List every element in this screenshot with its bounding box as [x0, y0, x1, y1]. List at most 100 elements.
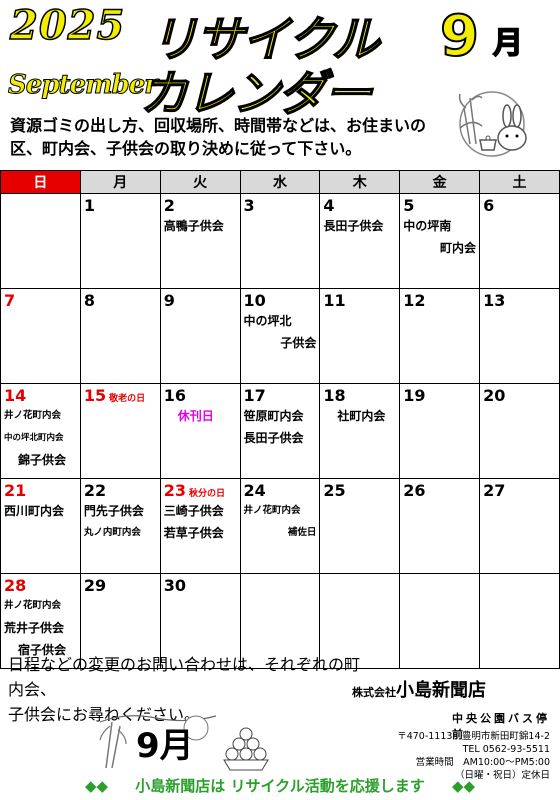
day-number: 21	[4, 481, 27, 500]
inquiry-note-line1: 日程などの変更のお問い合わせは、それぞれの町内会、	[8, 655, 361, 699]
weekday-mon: 月	[79, 170, 161, 194]
day-number: 26	[403, 481, 426, 500]
day-cell: 21 西川町内会	[0, 478, 81, 574]
title-calendar: カレンダー	[139, 65, 373, 123]
day-cell: 27	[479, 478, 560, 574]
diamond-marks-right: ◆◆	[451, 777, 476, 795]
inquiry-note-line2: 子供会にお尋ねください。	[8, 705, 201, 724]
day-cell: 15 敬老の日	[79, 383, 161, 479]
bottom-message: 小島新聞店は リサイクル活動を応援します	[135, 777, 425, 795]
day-number: 17	[243, 386, 266, 405]
day-number: 20	[483, 386, 506, 405]
day-number: 29	[83, 576, 107, 595]
event-label: 社町内会	[337, 409, 386, 423]
day-cell-empty	[239, 573, 321, 669]
year-title: 2025	[9, 1, 126, 50]
day-number: 4	[323, 196, 335, 215]
day-cell: 18 社町内会	[319, 383, 401, 479]
day-cell: 17 笹原町内会 長田子供会	[239, 383, 321, 479]
weekday-sat: 土	[479, 170, 560, 194]
event-label: 井ノ花町内会	[243, 505, 301, 516]
diamond-marks-left: ◆◆	[84, 777, 109, 795]
day-number: 18	[323, 386, 346, 405]
day-cell-empty	[479, 573, 560, 669]
day-cell: 30	[159, 573, 241, 669]
day-cell-empty	[0, 193, 81, 289]
bottom-banner: ◆◆ 小島新聞店は リサイクル活動を応援します ◆◆	[0, 775, 560, 796]
closed-day-label: 休刊日	[177, 409, 214, 423]
event-label: 長田子供会	[323, 219, 384, 233]
event-label: 荒井子供会	[4, 621, 65, 635]
day-cell: 14 井ノ花町内会 中の坪北町内会 錦子供会	[0, 383, 81, 479]
event-label: 若草子供会	[163, 526, 224, 540]
event-label: 補佐日	[287, 527, 317, 538]
day-cell: 2 高鴨子供会	[159, 193, 241, 289]
event-label: 町内会	[440, 241, 477, 255]
closed-days: （日曜・祝日）定休日	[454, 770, 550, 781]
day-number: 11	[323, 291, 346, 310]
week-row: 21 西川町内会 22 門先子供会 丸ノ内町内会 23 秋分の日 三崎子供会 若草…	[0, 478, 560, 574]
weekday-header-row: 日 月 火 水 木 金 土	[0, 170, 560, 194]
day-number: 7	[4, 291, 16, 310]
day-cell: 3	[239, 193, 321, 289]
day-cell: 28 井ノ花町内会 荒井子供会 宿子供会	[0, 573, 81, 669]
day-number-value: 23	[163, 481, 186, 500]
day-cell-empty	[319, 573, 401, 669]
company-name: 株式会社小島新聞店	[352, 676, 486, 702]
intro-text: 資源ゴミの出し方、回収場所、時間帯などは、お住まいの区、町内会、子供会の取り決め…	[10, 116, 427, 158]
day-number: 25	[323, 481, 346, 500]
company-name-text: 小島新聞店	[396, 680, 486, 701]
day-number: 8	[83, 291, 95, 310]
business-hours: 営業時間 AM10:00～PM5:00	[415, 757, 550, 768]
week-row: 14 井ノ花町内会 中の坪北町内会 錦子供会 15 敬老の日 16 休刊日 17 …	[0, 383, 560, 479]
calendar-header: 2025 September リサイクル カレンダー 9 月 資源ゴミの出し方、…	[0, 0, 560, 170]
day-cell: 25	[319, 478, 401, 574]
day-number: 23 秋分の日	[164, 481, 237, 500]
day-number: 19	[403, 386, 426, 405]
event-label: 宿子供会	[18, 643, 67, 657]
art-month-label: 9月	[136, 726, 194, 766]
holiday-label: 秋分の日	[188, 489, 225, 499]
postal-address: 〒470-1113 豊明市新田町錦14-2	[397, 731, 550, 742]
event-label: 錦子供会	[18, 453, 67, 467]
day-number: 24	[243, 481, 266, 500]
day-cell: 13	[479, 288, 560, 384]
day-cell: 24 井ノ花町内会 補佐日	[239, 478, 321, 574]
month-unit: 月	[492, 25, 524, 62]
weekday-fri: 金	[399, 170, 481, 194]
event-label: 長田子供会	[243, 431, 304, 445]
weekday-thu: 木	[319, 170, 401, 194]
company-prefix: 株式会社	[352, 686, 396, 699]
day-cell: 29	[79, 573, 161, 669]
event-label: 井ノ花町内会	[4, 410, 62, 421]
weekday-sun: 日	[0, 170, 81, 194]
event-label: 子供会	[280, 336, 317, 350]
branch-label: 中央公園バス停前	[452, 712, 550, 741]
event-label: 三崎子供会	[163, 504, 224, 518]
day-number: 10	[243, 291, 266, 310]
day-cell: 22 門先子供会 丸ノ内町内会	[79, 478, 161, 574]
day-cell: 1	[79, 193, 161, 289]
calendar-table: 日 月 火 水 木 金 土 1 2 高鴨子供会 3 4 長田子供会 5 中の坪南…	[0, 170, 560, 669]
day-number: 3	[243, 196, 255, 215]
month-number: 9	[439, 3, 480, 70]
inquiry-note: 日程などの変更のお問い合わせは、それぞれの町内会、 子供会にお尋ねください。	[8, 652, 368, 727]
week-row: 1 2 高鴨子供会 3 4 長田子供会 5 中の坪南 町内会 6	[0, 193, 560, 289]
day-number: 30	[163, 576, 186, 595]
day-number: 27	[483, 481, 506, 500]
event-label: 井ノ花町内会	[4, 600, 62, 611]
day-number: 15 敬老の日	[84, 386, 157, 405]
event-label: 門先子供会	[83, 504, 144, 518]
day-number: 14	[4, 386, 27, 405]
day-cell: 9	[159, 288, 241, 384]
holiday-label: 敬老の日	[109, 394, 146, 404]
day-number: 1	[83, 196, 95, 215]
tsukimi-dango-icon	[99, 715, 269, 771]
event-label: 丸ノ内町内会	[83, 527, 141, 538]
day-number: 13	[483, 291, 506, 310]
event-label: 笹原町内会	[243, 409, 304, 423]
day-number-value: 15	[83, 386, 107, 405]
day-cell: 23 秋分の日 三崎子供会 若草子供会	[159, 478, 241, 574]
day-cell: 6	[479, 193, 560, 289]
day-number: 22	[83, 481, 107, 500]
